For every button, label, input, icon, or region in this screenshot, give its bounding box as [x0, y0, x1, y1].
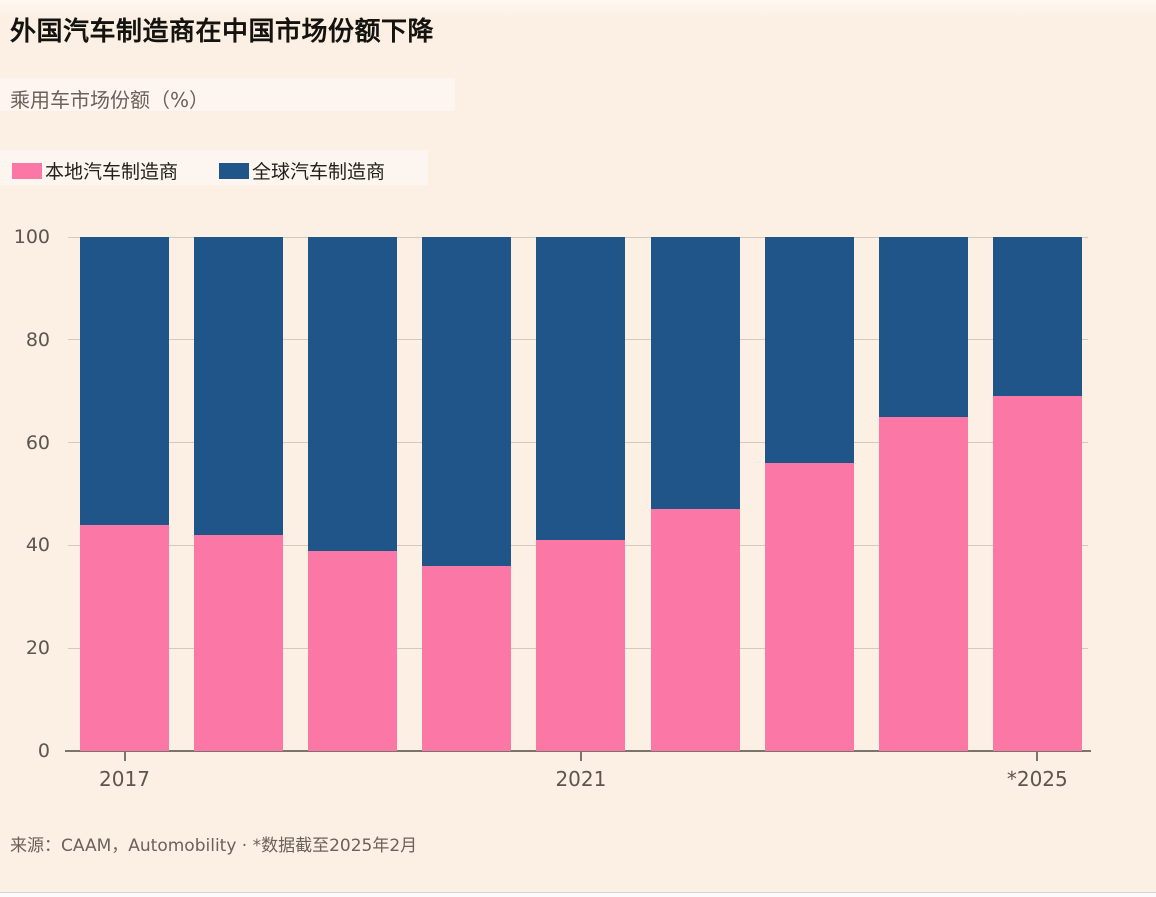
- y-tick-label-0: 0: [37, 740, 50, 762]
- segment-global-makers: [422, 237, 512, 566]
- segment-local-makers: [80, 524, 169, 751]
- y-tick-label-60: 60: [25, 431, 50, 454]
- segment-global-makers: [194, 237, 284, 536]
- segment-global-makers: [764, 237, 854, 464]
- bar-2024: [878, 237, 968, 751]
- legend-item-0: 本地汽车制造商: [12, 157, 178, 184]
- segment-local-makers: [194, 535, 284, 751]
- segment-global-makers: [650, 237, 740, 510]
- bar-2022: [650, 237, 740, 751]
- x-tick-2025: [1036, 751, 1039, 761]
- x-tick-label-2025: *2025: [1006, 767, 1068, 791]
- y-tick-label-40: 40: [25, 534, 50, 557]
- segment-local-makers: [764, 463, 854, 751]
- segment-local-makers: [536, 540, 626, 751]
- segment-local-makers: [992, 396, 1082, 751]
- bar-2020: [422, 237, 512, 751]
- segment-global-makers: [992, 237, 1082, 397]
- bar-2023: [764, 237, 854, 751]
- segment-local-makers: [878, 416, 968, 751]
- legend-label: 全球汽车制造商: [252, 161, 386, 183]
- legend-highlight-band: [0, 150, 428, 185]
- subtitle-highlight-band: [0, 78, 455, 111]
- segment-global-makers: [536, 237, 626, 541]
- bar-2017: [80, 237, 169, 751]
- source-note: 来源：CAAM，Automobility · *数据截至2025年2月: [10, 836, 418, 856]
- y-tick-label-20: 20: [25, 637, 50, 660]
- bar-2025: [992, 237, 1082, 751]
- segment-global-makers: [80, 237, 169, 525]
- x-tick-2017: [123, 751, 126, 761]
- segment-global-makers: [878, 237, 968, 417]
- legend-item-1: 全球汽车制造商: [219, 157, 385, 184]
- chart-legend: 本地汽车制造商 全球汽车制造商: [12, 157, 385, 184]
- y-tick-label-100: 100: [13, 226, 50, 248]
- segment-local-makers: [308, 550, 398, 751]
- legend-swatch-icon: [219, 162, 250, 179]
- page-title: 外国汽车制造商在中国市场份额下降: [10, 17, 435, 47]
- segment-global-makers: [308, 237, 398, 551]
- chart-subtitle: 乘用车市场份额（%）: [10, 88, 210, 112]
- x-axis-line: [65, 750, 1091, 752]
- legend-label: 本地汽车制造商: [45, 161, 179, 183]
- y-tick-label-80: 80: [25, 328, 50, 351]
- segment-local-makers: [650, 509, 740, 751]
- bar-2018: [194, 237, 284, 751]
- bar-2019: [308, 237, 398, 751]
- x-tick-2021: [579, 751, 582, 761]
- x-tick-label-2017: 2017: [99, 767, 150, 791]
- legend-swatch-icon: [12, 162, 42, 179]
- bar-2021: [536, 237, 626, 751]
- page-bottom-edge: [0, 892, 1156, 897]
- plot-area: [65, 236, 1091, 761]
- segment-local-makers: [422, 565, 512, 751]
- x-tick-label-2021: 2021: [555, 767, 607, 791]
